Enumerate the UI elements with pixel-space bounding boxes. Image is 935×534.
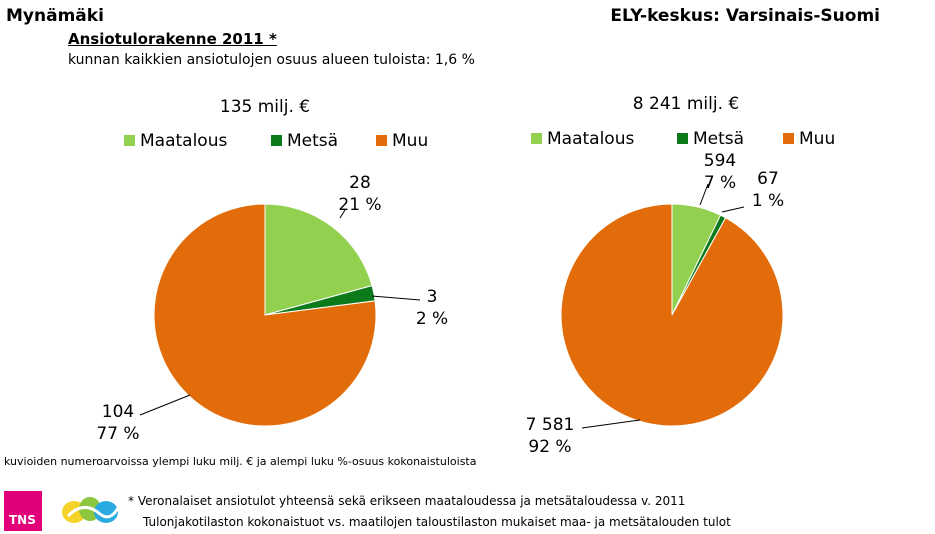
chart-subtitle: kunnan kaikkien ansiotulojen osuus aluee… [68,52,475,68]
partner-logo [62,497,120,523]
data-label-value: 594 [704,151,736,171]
data-label-value: 104 [102,402,134,422]
data-label-value: 7 581 [526,415,575,435]
data-label-percent: 1 % [752,191,784,211]
tns-logo-text: TNS [9,513,36,527]
label-leader-line [699,183,709,206]
value-note: kuvioiden numeroarvoissa ylempi luku mil… [4,455,477,468]
pie-title-2: 8 241 milj. € [633,94,739,114]
label-leader-line [139,394,191,416]
pie-slice-maatalous [264,203,373,316]
legend-label: Maatalous [547,129,634,149]
legend-label: Metsä [693,129,744,149]
legend-swatch [783,133,794,144]
label-leader-line [371,295,421,301]
legend-swatch [531,133,542,144]
data-label-value: 28 [349,173,371,193]
data-label-percent: 2 % [416,309,448,329]
tns-logo: TNS [4,491,42,531]
data-label-percent: 21 % [338,195,381,215]
legend-swatch [124,135,135,146]
pie-title-1: 135 milj. € [220,97,310,117]
pie-slice-muu [153,203,377,427]
data-label-value: 67 [757,169,779,189]
data-label-value: 3 [427,287,438,307]
footnote-2: Tulonjakotilaston kokonaistuot vs. maati… [143,515,731,529]
pie-slice-muu [560,203,784,427]
label-leader-line [581,419,641,429]
region-title: Mynämäki [6,6,104,26]
data-label-percent: 92 % [528,437,571,457]
legend-label: Metsä [287,131,338,151]
ely-region-title: ELY-keskus: Varsinais-Suomi [610,6,880,26]
data-label-percent: 7 % [704,173,736,193]
legend-swatch [271,135,282,146]
footnote-1: * Veronalaiset ansiotulot yhteensä sekä … [128,494,686,508]
legend-label: Muu [799,129,835,149]
data-label-percent: 77 % [96,424,139,444]
legend-swatch [376,135,387,146]
chart-title: Ansiotulorakenne 2011 * [68,30,277,48]
label-leader-line [339,209,346,219]
legend-label: Muu [392,131,428,151]
legend-swatch [677,133,688,144]
label-leader-line [721,206,745,213]
legend-label: Maatalous [140,131,227,151]
